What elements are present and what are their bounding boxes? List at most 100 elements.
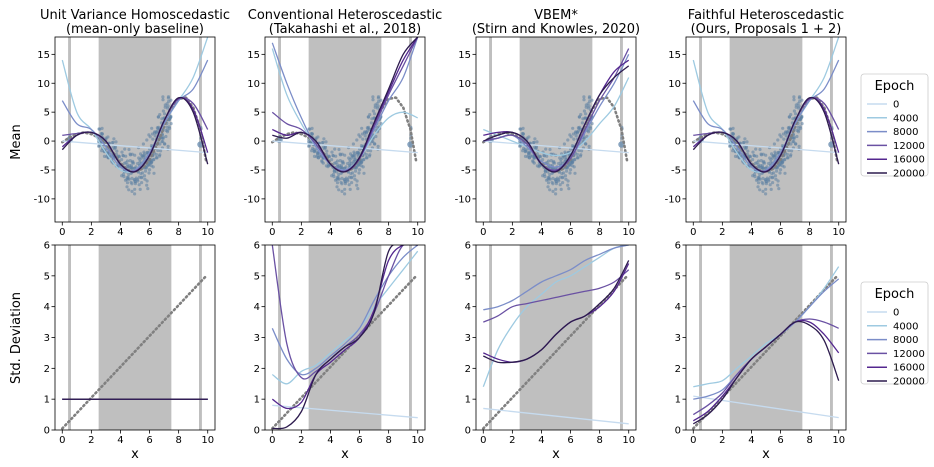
y-tick-label: 2 — [675, 364, 681, 375]
data-point — [778, 171, 782, 175]
y-tick-label: 5 — [44, 108, 50, 119]
data-point — [784, 134, 788, 138]
data-point — [524, 149, 528, 153]
true-curve-std — [271, 274, 418, 430]
data-point — [161, 109, 165, 113]
data-point — [161, 98, 165, 102]
data-point — [768, 183, 772, 187]
y-tick-label: 15 — [247, 50, 260, 61]
data-point — [165, 106, 169, 110]
data-point — [330, 158, 334, 162]
data-point — [121, 154, 125, 158]
data-point — [756, 181, 761, 185]
x-tick-label: 4 — [748, 435, 754, 446]
data-point — [343, 192, 347, 196]
data-point — [792, 109, 797, 113]
data-point — [364, 156, 368, 160]
series-epoch-20000 — [483, 65, 630, 173]
data-point — [527, 135, 531, 139]
series-epoch-4000 — [483, 77, 630, 157]
data-band-1 — [68, 245, 71, 430]
legend-entry-8000: 8000 — [893, 127, 918, 138]
data-point — [371, 109, 375, 113]
x-tick-label: 4 — [327, 227, 333, 238]
data-point — [137, 156, 141, 160]
legend-entry-4000: 4000 — [893, 321, 918, 332]
data-point — [580, 149, 584, 153]
data-point — [737, 135, 741, 139]
data-point — [576, 126, 581, 130]
data-point — [583, 116, 588, 120]
axes-mean: 0 2 4 6 8 10 -10 -5 0 5 10 15 — [665, 36, 847, 238]
data-point — [123, 147, 127, 151]
y-tick-label: 5 — [675, 108, 681, 119]
panel-title-line2: (mean-only baseline) — [66, 22, 204, 37]
data-point — [743, 145, 747, 149]
data-point — [128, 159, 132, 163]
data-point — [120, 158, 124, 162]
y-tick-label: 15 — [668, 50, 681, 61]
data-point — [164, 134, 168, 139]
data-point — [354, 169, 358, 173]
x-tick-label: 0 — [59, 227, 65, 238]
data-point — [771, 181, 775, 185]
data-point — [376, 144, 380, 148]
data-point — [364, 131, 369, 135]
y-tick-label: 0 — [44, 426, 50, 437]
data-point — [333, 147, 337, 151]
y-tick-label: 5 — [254, 271, 260, 282]
x-tick-label: 6 — [777, 435, 783, 446]
data-point — [146, 187, 150, 191]
data-point — [130, 152, 134, 156]
data-point — [544, 178, 549, 182]
legend-entry-12000: 12000 — [893, 349, 925, 360]
y-tick-label: -10 — [34, 194, 50, 205]
data-point — [761, 176, 765, 180]
legend-frame — [860, 281, 929, 385]
data-point — [754, 147, 758, 151]
data-point — [130, 176, 134, 180]
data-point — [156, 148, 160, 153]
legend-entry-4000: 4000 — [893, 113, 918, 124]
y-tick-label: 4 — [44, 302, 50, 313]
legend-bottom: Epoch 0 4000 8000 12000 16000 20000 — [860, 281, 929, 388]
data-point — [136, 161, 140, 166]
data-point — [147, 133, 151, 137]
panel-2: Conventional Heteroscedastic(Takahashi e… — [244, 8, 443, 462]
x-tick-label: 0 — [269, 435, 275, 446]
data-point — [533, 145, 537, 149]
data-point — [313, 149, 317, 153]
data-point — [779, 168, 783, 172]
data-point — [566, 164, 570, 168]
data-point — [754, 178, 759, 182]
y-tick-label: 1 — [44, 395, 50, 406]
data-point — [366, 148, 370, 153]
data-point — [745, 140, 749, 144]
y-tick-label: 10 — [668, 79, 681, 90]
data-point — [785, 152, 790, 157]
data-point — [133, 192, 137, 196]
x-tick-label: 10 — [201, 227, 214, 238]
data-point — [143, 177, 147, 181]
data-point — [553, 161, 557, 165]
data-point — [551, 176, 555, 180]
data-band-3 — [409, 245, 412, 430]
data-point — [778, 133, 782, 137]
data-point — [120, 150, 124, 154]
data-point — [138, 160, 142, 164]
data-point — [139, 172, 143, 176]
data-point — [584, 112, 588, 116]
series-epoch-0 — [693, 395, 839, 419]
panel-1: Unit Variance Homoscedastic(mean-only ba… — [34, 8, 230, 462]
data-point — [141, 142, 145, 146]
x-tick-label: 8 — [385, 435, 391, 446]
data-point — [166, 144, 170, 148]
data-point — [145, 179, 149, 183]
data-point — [564, 177, 568, 181]
data-point — [337, 172, 341, 176]
data-point — [764, 192, 768, 196]
y-tick-label: 2 — [254, 364, 260, 375]
